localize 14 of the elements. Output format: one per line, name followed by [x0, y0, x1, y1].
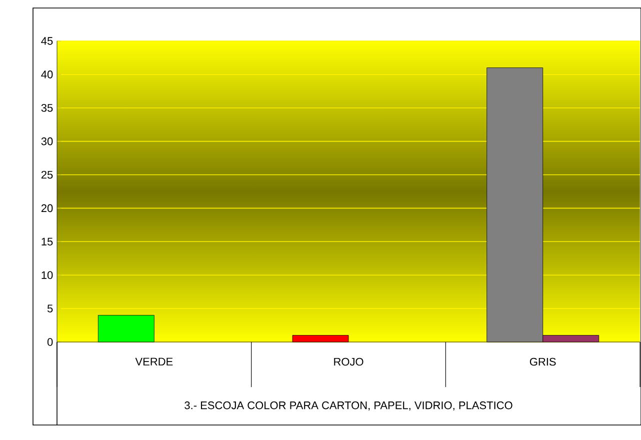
y-tick-label: 15 [42, 238, 53, 246]
y-tick-label: 0 [47, 338, 53, 346]
y-tick-label: 35 [41, 104, 53, 112]
y-tick-label: 20 [41, 204, 53, 212]
y-tick-label: 40 [41, 70, 53, 78]
y-tick-label: 5 [47, 304, 53, 312]
y-tick-label: 30 [41, 137, 53, 146]
x-tick-label: GRIS [530, 358, 556, 366]
x-tick-label: VERDE [135, 358, 173, 366]
x-axis-title: 3.- ESCOJA COLOR PARA CARTON, PAPEL, VIDRIO, PLASTICO [184, 401, 512, 411]
y-tick-label: 45 [41, 37, 53, 45]
y-tick-label: 10 [42, 271, 53, 279]
y-tick-label: 25 [41, 170, 53, 179]
x-tick-label: ROJO [334, 358, 364, 366]
